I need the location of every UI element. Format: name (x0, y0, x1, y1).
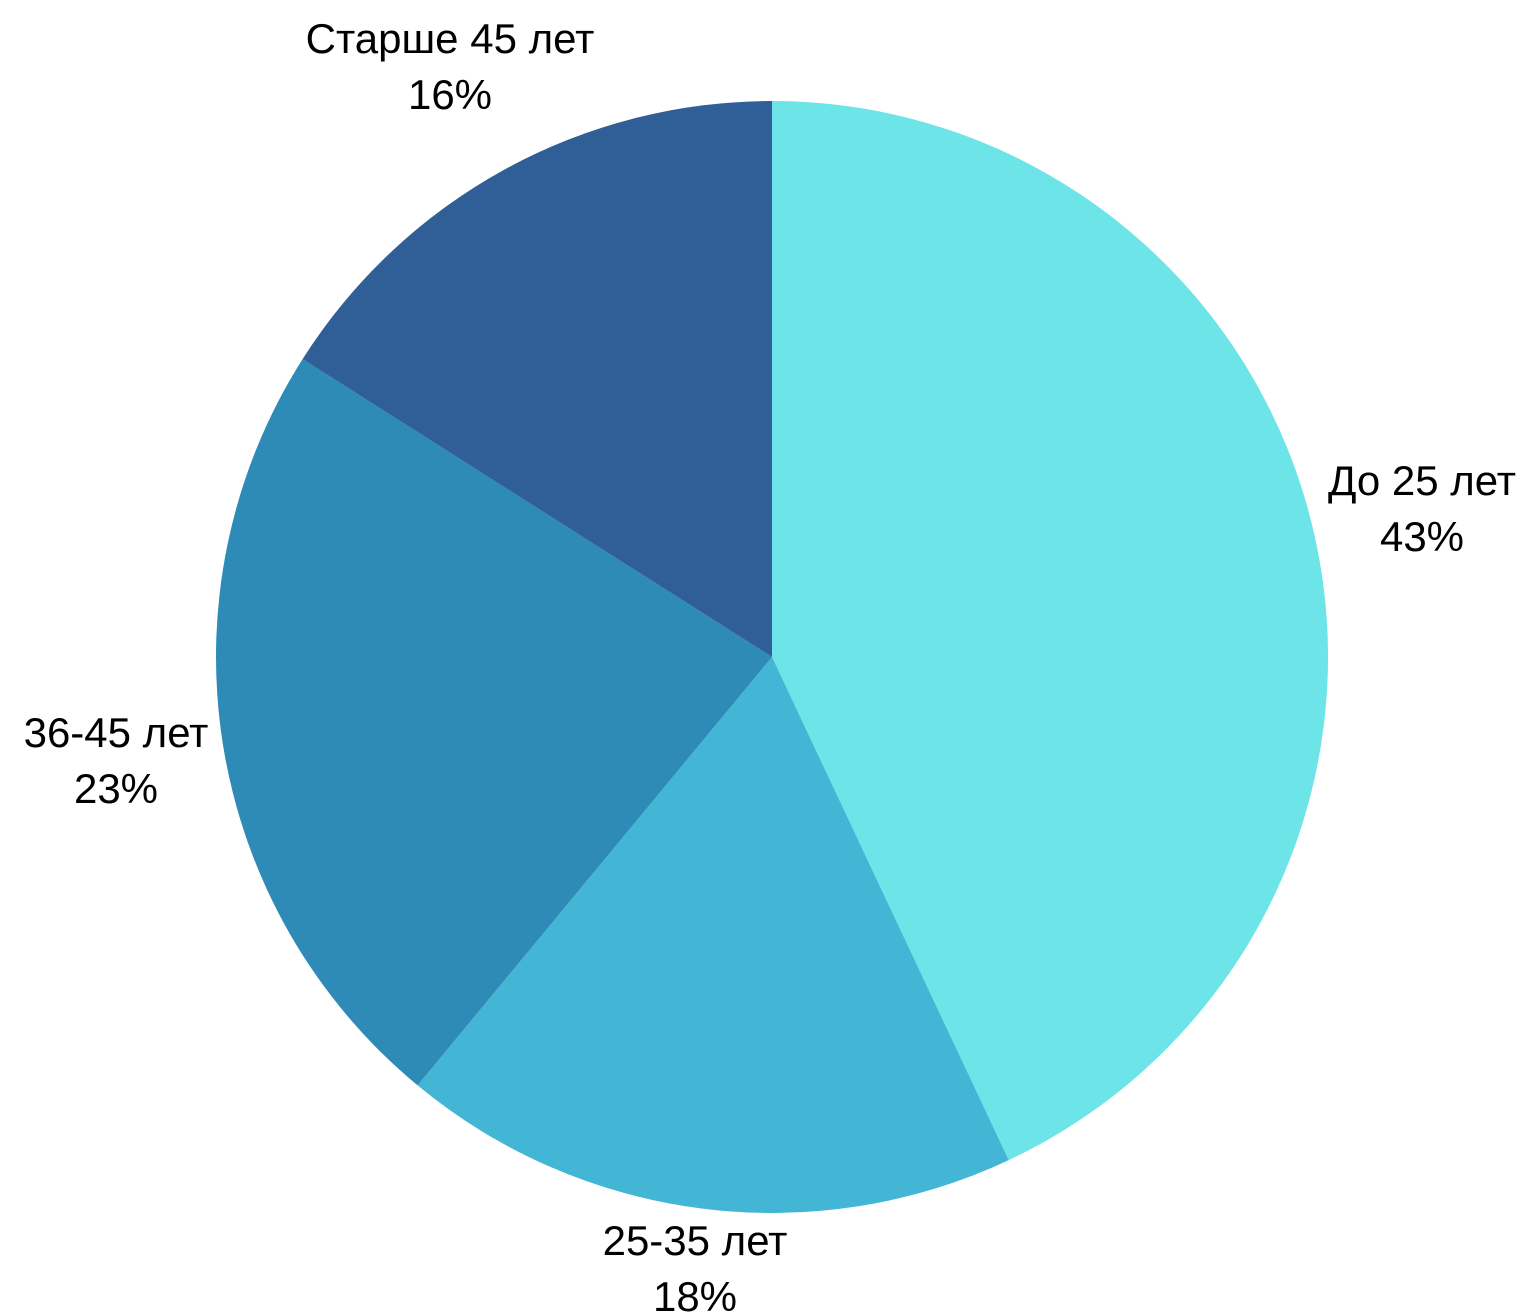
pie-slices (216, 101, 1328, 1213)
slice-value-label-4: 16% (408, 71, 492, 118)
slice-value-label-2: 18% (653, 1273, 737, 1312)
pie-slice-3 (216, 359, 773, 1086)
pie-slice-1 (772, 101, 1328, 1161)
slice-value-label-1: 43% (1380, 513, 1464, 560)
slice-label-2: 25-35 лет (603, 1217, 788, 1264)
slice-label-4: Старше 45 лет (306, 15, 595, 62)
slice-value-label-3: 23% (74, 765, 158, 812)
pie-slice-2 (417, 657, 1009, 1213)
pie-labels: До 25 лет 43% 25-35 лет 18% 36-45 лет 23% Стар… (24, 15, 1516, 1312)
pie-slice-4 (302, 101, 772, 657)
slice-label-1: До 25 лет (1328, 457, 1516, 504)
slice-label-3: 36-45 лет (24, 709, 209, 756)
